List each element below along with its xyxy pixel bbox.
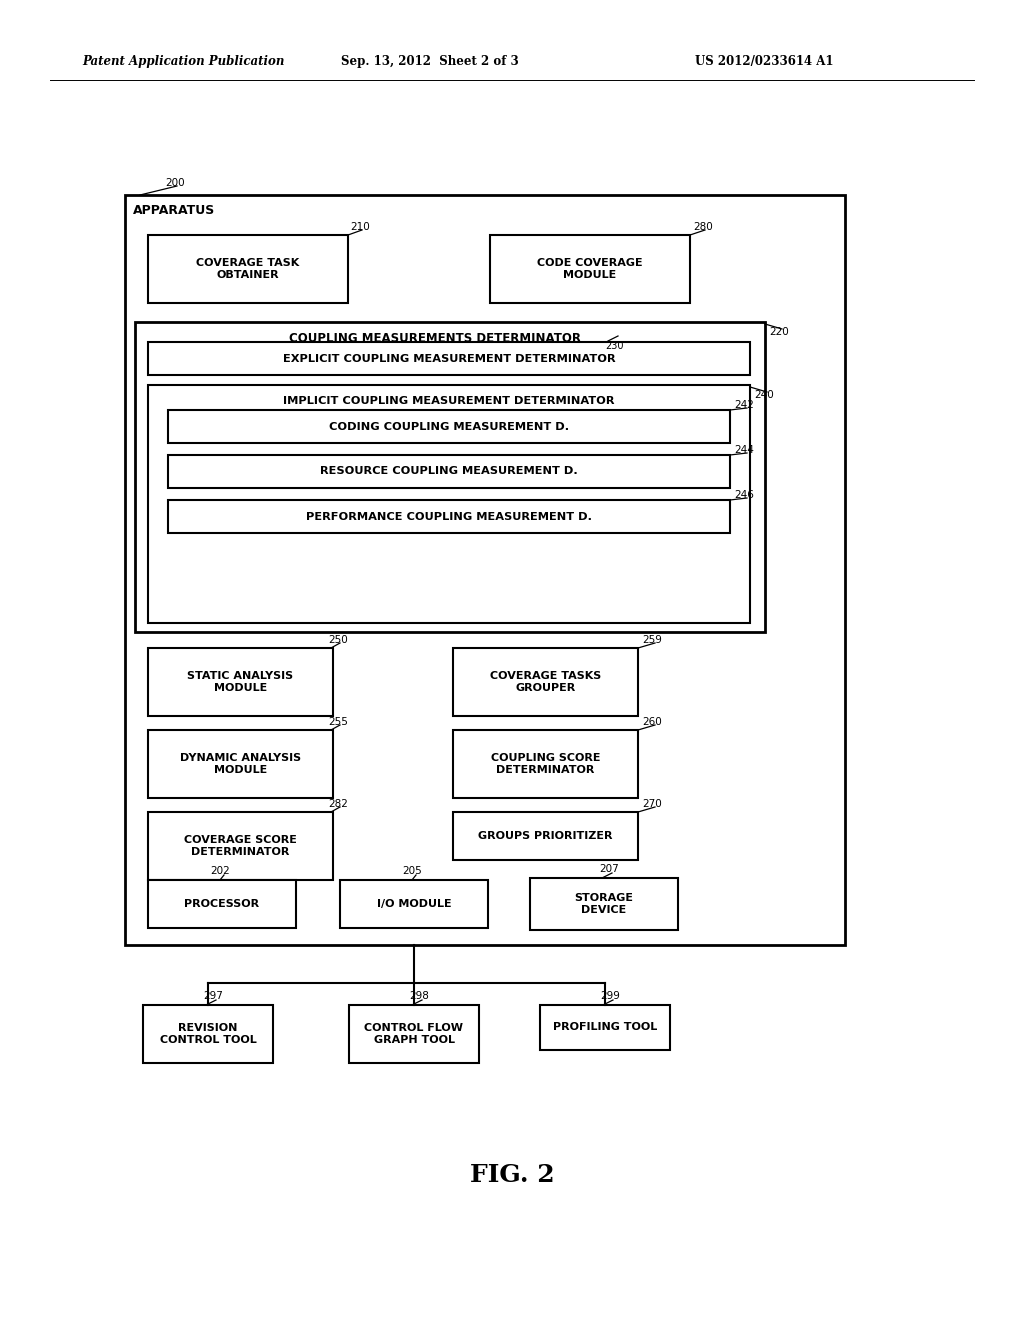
Text: CONTROL FLOW
GRAPH TOOL: CONTROL FLOW GRAPH TOOL [365,1023,464,1045]
Text: 242: 242 [734,400,754,411]
Text: COVERAGE TASKS
GROUPER: COVERAGE TASKS GROUPER [489,671,601,693]
Text: 260: 260 [642,717,662,727]
Bar [453,648,638,715]
Text: PROCESSOR: PROCESSOR [184,899,259,909]
Text: Patent Application Publication: Patent Application Publication [82,55,285,69]
Text: 259: 259 [642,635,662,645]
Bar [168,455,730,488]
Text: 240: 240 [754,389,774,400]
Text: 202: 202 [210,866,229,876]
Text: 299: 299 [600,991,620,1001]
Text: COUPLING MEASUREMENTS DETERMINATOR: COUPLING MEASUREMENTS DETERMINATOR [289,331,581,345]
Text: RESOURCE COUPLING MEASUREMENT D.: RESOURCE COUPLING MEASUREMENT D. [321,466,578,477]
Text: I/O MODULE: I/O MODULE [377,899,452,909]
Text: CODING COUPLING MEASUREMENT D.: CODING COUPLING MEASUREMENT D. [329,421,569,432]
Text: 200: 200 [165,178,184,187]
Text: 280: 280 [693,222,713,232]
Bar [148,385,750,623]
Text: PERFORMANCE COUPLING MEASUREMENT D.: PERFORMANCE COUPLING MEASUREMENT D. [306,511,592,521]
Text: IMPLICIT COUPLING MEASUREMENT DETERMINATOR: IMPLICIT COUPLING MEASUREMENT DETERMINAT… [284,396,614,407]
Text: 230: 230 [605,341,624,351]
Text: 220: 220 [769,327,788,337]
Bar [148,812,333,880]
Text: 298: 298 [409,991,429,1001]
Bar [349,1005,479,1063]
Bar [453,730,638,799]
Bar [453,812,638,861]
Bar [143,1005,273,1063]
Text: STATIC ANALYSIS
MODULE: STATIC ANALYSIS MODULE [187,671,294,693]
Text: 207: 207 [599,865,618,874]
Text: COUPLING SCORE
DETERMINATOR: COUPLING SCORE DETERMINATOR [490,754,600,775]
Text: 250: 250 [328,635,348,645]
Text: US 2012/0233614 A1: US 2012/0233614 A1 [695,55,834,69]
Text: 270: 270 [642,799,662,809]
Bar [148,342,750,375]
Text: Sep. 13, 2012  Sheet 2 of 3: Sep. 13, 2012 Sheet 2 of 3 [341,55,519,69]
Bar [148,235,348,304]
Bar [490,235,690,304]
Bar [168,411,730,444]
Text: EXPLICIT COUPLING MEASUREMENT DETERMINATOR: EXPLICIT COUPLING MEASUREMENT DETERMINAT… [283,354,615,363]
Bar [148,880,296,928]
Bar [540,1005,670,1049]
Bar [530,878,678,931]
Bar [168,500,730,533]
Bar [340,880,488,928]
Text: FIG. 2: FIG. 2 [470,1163,554,1187]
Text: 246: 246 [734,490,754,500]
Bar [148,648,333,715]
Text: DYNAMIC ANALYSIS
MODULE: DYNAMIC ANALYSIS MODULE [180,754,301,775]
Text: 297: 297 [203,991,223,1001]
Text: 282: 282 [328,799,348,809]
Text: COVERAGE SCORE
DETERMINATOR: COVERAGE SCORE DETERMINATOR [184,836,297,857]
Text: 255: 255 [328,717,348,727]
Text: 244: 244 [734,445,754,455]
Bar [135,322,765,632]
Text: PROFILING TOOL: PROFILING TOOL [553,1023,657,1032]
Text: CODE COVERAGE
MODULE: CODE COVERAGE MODULE [538,259,643,280]
Text: REVISION
CONTROL TOOL: REVISION CONTROL TOOL [160,1023,256,1045]
Text: GROUPS PRIORITIZER: GROUPS PRIORITIZER [478,832,612,841]
Text: STORAGE
DEVICE: STORAGE DEVICE [574,894,634,915]
Bar [125,195,845,945]
Text: 205: 205 [402,866,422,876]
Bar [148,730,333,799]
Text: 210: 210 [350,222,370,232]
Text: APPARATUS: APPARATUS [133,205,215,218]
Text: COVERAGE TASK
OBTAINER: COVERAGE TASK OBTAINER [197,259,300,280]
